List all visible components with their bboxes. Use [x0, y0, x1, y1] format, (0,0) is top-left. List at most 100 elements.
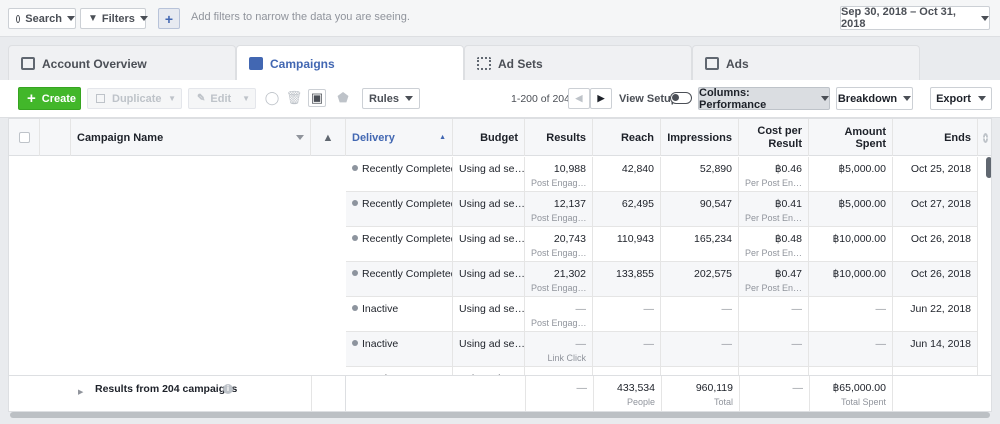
edit-button[interactable]: ✎ Edit ▼: [188, 88, 256, 109]
header-delivery[interactable]: Delivery ▲: [346, 119, 453, 156]
cell-ends: Jun 22, 2018: [893, 297, 978, 332]
info-icon[interactable]: i: [223, 384, 233, 394]
add-column-cell: +: [978, 119, 991, 156]
chart-view-icon[interactable]: ▣: [308, 89, 326, 107]
totals-row: ▶ Results from 204 campaigns i — 433,534…: [9, 375, 991, 411]
table-row[interactable]: Recently Completed Using ad se… 10,988 Post…: [346, 157, 978, 192]
cell-budget: Using ad se…: [453, 192, 525, 227]
status-dot-icon: [352, 340, 358, 346]
cell-delivery: Recently Completed: [346, 192, 453, 227]
header-ends[interactable]: Ends: [893, 119, 978, 156]
filters-button[interactable]: ▼ Filters: [80, 8, 148, 29]
tag-icon[interactable]: ⬟: [337, 90, 349, 105]
filters-label: Filters: [101, 12, 135, 25]
vertical-scrollbar[interactable]: [986, 157, 991, 178]
table-row[interactable]: Recently Completed Using ad se… 12,137 Post…: [346, 192, 978, 227]
add-column-icon[interactable]: +: [982, 132, 989, 143]
cell-delivery: Recently Completed: [346, 262, 453, 297]
cell-results: 20,743 Post Engag…: [525, 227, 593, 262]
cell-ends: Jun 14, 2018: [893, 332, 978, 367]
spent-value: ฿10,000.00: [832, 233, 886, 245]
header-campaign-name[interactable]: Campaign Name: [71, 119, 311, 156]
date-range-picker[interactable]: Sep 30, 2018 – Oct 31, 2018: [840, 6, 990, 30]
expand-chevron-icon[interactable]: ▶: [78, 389, 84, 396]
header-reach[interactable]: Reach: [593, 119, 661, 156]
tab-ads[interactable]: Ads: [692, 45, 920, 81]
results-sub: Post Engag…: [531, 283, 587, 293]
toggle-column-header: [40, 119, 71, 156]
results-sub: Post Engag…: [531, 318, 587, 328]
header-budget[interactable]: Budget: [453, 119, 525, 156]
cell-cpr: —: [739, 332, 809, 367]
export-button[interactable]: Export: [930, 87, 992, 110]
search-button[interactable]: Search: [8, 8, 76, 29]
header-impressions[interactable]: Impressions: [661, 119, 739, 156]
cell-results: 12,137 Post Engag…: [525, 192, 593, 227]
table-row[interactable]: Recently Completed Using ad se… 21,302 Post…: [346, 262, 978, 297]
header-label: Impressions: [667, 131, 732, 144]
totals-reach-sub: People: [626, 397, 655, 407]
header-amount-spent[interactable]: Amount Spent: [809, 119, 893, 156]
cell-budget: Using ad se…: [453, 227, 525, 262]
cell-results: — Link Click: [525, 332, 593, 367]
results-value: 10,988: [553, 163, 586, 175]
cell-reach: —: [593, 297, 661, 332]
horizontal-scrollbar[interactable]: [10, 412, 990, 418]
reach-value: 42,840: [621, 163, 654, 175]
table-row[interactable]: Inactive Using ad se… — Link Click — — — — Jun 1…: [346, 332, 978, 367]
totals-divider: [345, 376, 346, 411]
tab-account-overview[interactable]: Account Overview: [8, 45, 236, 81]
cell-impressions: 165,234: [661, 227, 739, 262]
cell-budget: Using ad se…: [453, 297, 525, 332]
cpr-value: —: [791, 338, 803, 350]
header-results[interactable]: Results: [525, 119, 593, 156]
table-row[interactable]: Recently Completed Using ad se… 20,743 Post…: [346, 227, 978, 262]
cell-spent: —: [809, 332, 893, 367]
impressions-value: —: [721, 303, 733, 315]
cell-ends: Oct 26, 2018: [893, 227, 978, 262]
chevron-down-icon: ▼: [168, 94, 176, 103]
cell-cpr: ฿0.46 Per Post En…: [739, 157, 809, 192]
tab-ad-sets[interactable]: Ad Sets: [464, 45, 692, 81]
filter-funnel-icon: ▼: [88, 13, 98, 24]
view-setup-toggle[interactable]: [670, 92, 692, 104]
select-all-checkbox[interactable]: [18, 132, 30, 143]
results-value: 12,137: [553, 198, 586, 210]
trash-icon[interactable]: 🗑: [285, 90, 303, 105]
next-page-button[interactable]: ▶: [590, 88, 612, 109]
header-cost-per-result[interactable]: Cost per Result: [739, 119, 809, 156]
status-dot-icon: [352, 165, 358, 171]
tab-label: Ads: [726, 56, 749, 71]
header-label: Cost per Result: [757, 124, 802, 150]
ab-test-icon[interactable]: ◯: [264, 90, 280, 105]
chevron-down-icon: [821, 96, 829, 101]
cpr-sub: Per Post En…: [745, 178, 803, 188]
delivery-value: Inactive: [352, 338, 446, 350]
header-label: Amount Spent: [844, 125, 886, 150]
chevron-down-icon: [981, 15, 989, 21]
prev-page-button[interactable]: ◀: [568, 88, 590, 109]
rules-label: Rules: [369, 92, 399, 105]
cpr-value: ฿0.41: [774, 198, 802, 210]
reach-value: 133,855: [616, 268, 654, 280]
tab-campaigns[interactable]: Campaigns: [236, 45, 464, 81]
table-row[interactable]: Inactive Using ad se… — Post Engag… — — — — Jun …: [346, 297, 978, 332]
duplicate-button[interactable]: Duplicate ▼: [87, 88, 182, 109]
breakdown-button[interactable]: Breakdown: [836, 87, 913, 110]
cell-cpr: ฿0.48 Per Post En…: [739, 227, 809, 262]
totals-label: Results from 204 campaigns: [95, 383, 238, 395]
cpr-value: ฿0.47: [774, 268, 802, 280]
rules-button[interactable]: Rules: [362, 88, 420, 109]
cell-cpr: ฿0.47 Per Post En…: [739, 262, 809, 297]
delivery-status: Recently Completed: [362, 233, 453, 245]
create-button[interactable]: + Create: [18, 87, 81, 110]
totals-reach-value: 433,534: [617, 382, 655, 394]
totals-impressions-sub: Total: [713, 397, 733, 407]
spent-value: ฿5,000.00: [838, 198, 886, 210]
columns-button[interactable]: Columns: Performance: [698, 87, 830, 111]
totals-impressions: 960,119 Total: [661, 376, 739, 411]
totals-reach: 433,534 People: [593, 376, 661, 411]
cell-ends: Oct 27, 2018: [893, 192, 978, 227]
results-value: 21,302: [553, 268, 586, 280]
add-filter-button[interactable]: +: [158, 8, 180, 29]
